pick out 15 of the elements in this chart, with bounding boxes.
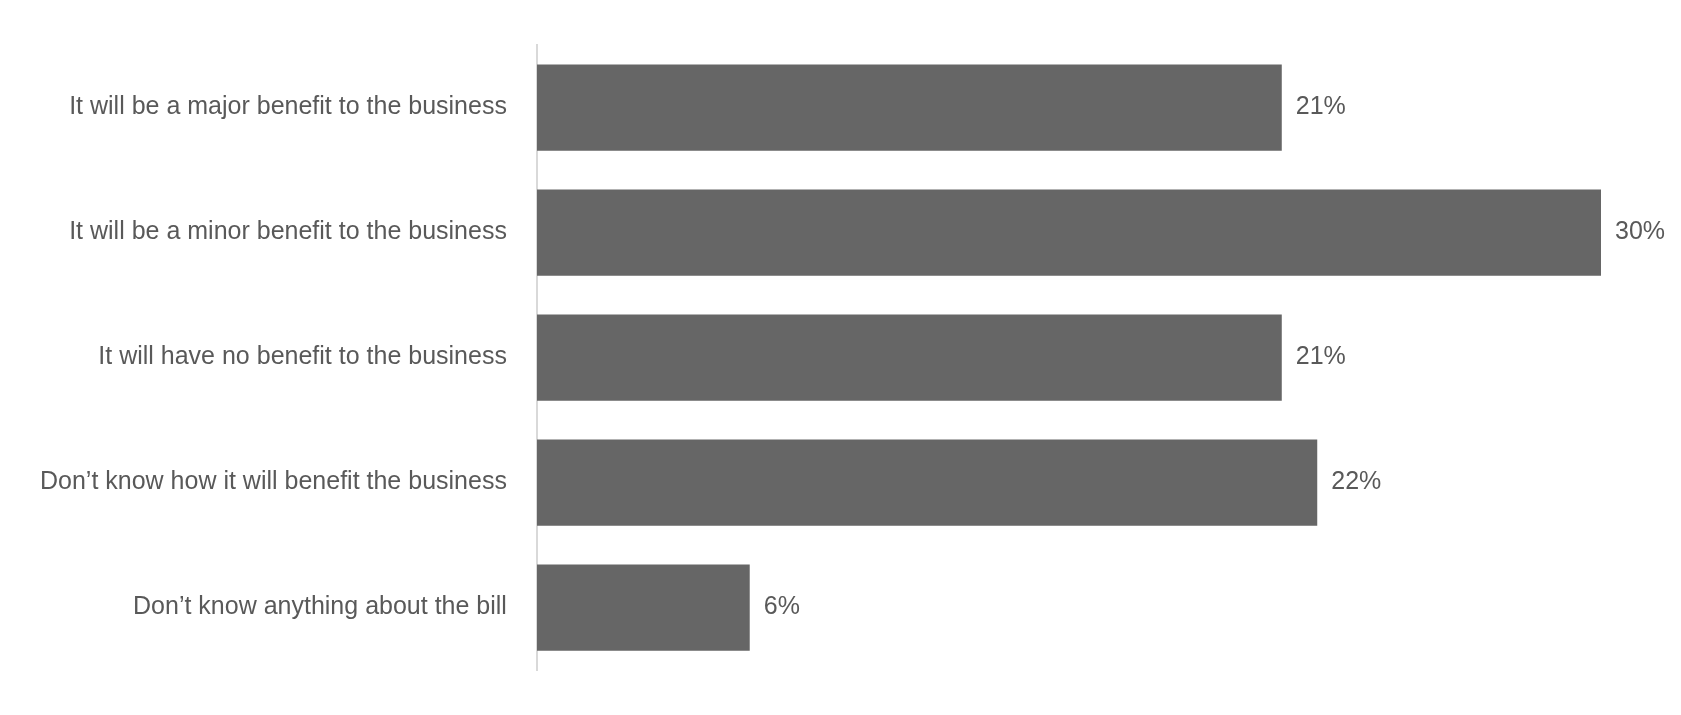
bar [536, 189, 1601, 276]
bar [536, 439, 1318, 526]
bar [536, 564, 750, 651]
y-tick-label: It will be a major benefit to the business [69, 91, 507, 120]
y-tick-label: It will have no benefit to the business [98, 341, 507, 370]
y-tick-label: Don’t know how it will benefit the business [39, 466, 507, 495]
bar [536, 314, 1282, 401]
data-label: 22% [1331, 466, 1382, 495]
data-label: 6% [763, 591, 800, 620]
y-tick-label: Don’t know anything about the bill [133, 591, 507, 620]
y-tick-label: It will be a minor benefit to the business [69, 216, 507, 245]
data-label: 21% [1295, 91, 1346, 120]
bar [536, 64, 1282, 151]
data-label: 21% [1295, 341, 1346, 370]
data-label: 30% [1615, 216, 1666, 245]
